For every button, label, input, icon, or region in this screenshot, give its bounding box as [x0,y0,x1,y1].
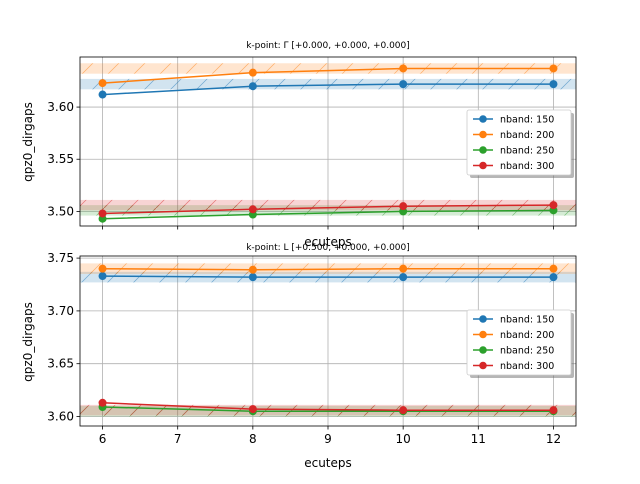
data-point [248,82,257,91]
data-point [399,64,408,73]
y-tick-label: 3.65 [47,357,74,371]
series-line [102,209,554,220]
y-tick-label: 3.60 [47,409,74,423]
data-point [98,79,107,88]
panel-gamma: k-point: Γ [+0.000, +0.000, +0.000] ecut… [21,41,577,249]
x-tick-label: 6 [99,432,107,446]
legend-marker [479,330,487,339]
legend-marker [479,346,487,354]
legend-marker [479,115,487,123]
data-point [549,406,558,415]
legend-label: nband: 200 [500,330,554,341]
data-point [399,80,408,89]
x-tick-label: 12 [546,432,561,446]
x-axis-label: ecuteps [304,235,352,249]
legend-label: nband: 250 [500,346,554,357]
data-point [248,265,257,274]
y-tick-label: 3.50 [47,204,74,218]
legend-marker [479,315,487,323]
series-line [102,83,554,96]
data-point [549,80,558,89]
x-axis-label: ecuteps [304,456,352,470]
data-point [399,273,408,282]
x-tick-label: 9 [324,432,332,446]
legend-label: nband: 300 [500,361,554,372]
panel-l: k-point: L [+0.500, +0.000, +0.000] ecut… [21,243,577,470]
legend-label: nband: 150 [500,115,554,126]
y-axis-label: qpz0_dirgaps [21,102,35,182]
data-point [98,272,107,281]
legend-marker [479,146,487,154]
legend-label: nband: 300 [500,161,554,172]
series-line [102,67,554,84]
legend-label: nband: 150 [500,315,554,326]
data-point [248,273,257,282]
tolerance-band-hatch [80,63,576,74]
data-point [98,398,107,407]
legend-marker [479,130,487,139]
data-point [549,201,558,210]
data-point [549,273,558,282]
series-line [102,406,554,412]
series-line [102,204,554,215]
legend-box [466,309,572,376]
panel-title: k-point: Γ [+0.000, +0.000, +0.000] [246,41,410,51]
panel-title: k-point: L [+0.500, +0.000, +0.000] [246,243,410,253]
data-point [98,90,107,99]
data-point [549,64,558,73]
tolerance-band-hatch [80,199,576,211]
series-line [102,402,554,411]
y-axis-label: qpz0_dirgaps [21,302,35,382]
series-line [102,275,554,278]
y-tick-label: 3.55 [47,152,74,166]
data-point [399,202,408,211]
x-tick-label: 8 [249,432,257,446]
y-tick-label: 3.70 [47,304,74,318]
series-line [102,267,554,271]
data-point [248,68,257,77]
data-point [98,209,107,218]
data-point [549,264,558,273]
data-point [399,406,408,415]
tolerance-band-hatch [80,78,576,90]
legend-marker [479,161,487,170]
y-tick-label: 3.60 [47,100,74,114]
data-point [98,264,107,273]
y-tick-label: 3.75 [47,251,74,265]
data-point [248,405,257,414]
legend-label: nband: 250 [500,146,554,157]
x-tick-label: 11 [471,432,486,446]
data-point [248,205,257,214]
x-tick-label: 7 [174,432,182,446]
x-tick-label: 10 [396,432,411,446]
legend-box [466,109,572,176]
legend-marker [479,361,487,370]
legend-label: nband: 200 [500,130,554,141]
data-point [399,264,408,273]
